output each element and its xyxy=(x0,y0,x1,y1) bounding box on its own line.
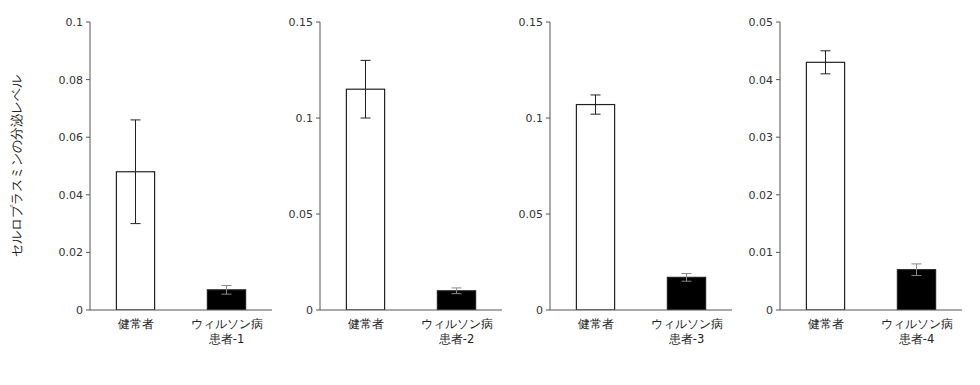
y-tick xyxy=(86,79,90,80)
y-axis xyxy=(550,22,551,310)
x-tick-label: ウィルソン病患者-4 xyxy=(881,317,953,346)
y-tick xyxy=(86,310,90,311)
error-bar xyxy=(591,95,601,114)
y-tick xyxy=(546,214,550,215)
x-tick-label: ウィルソン病患者-1 xyxy=(191,317,263,346)
x-tick-label: 健常者 xyxy=(808,317,844,331)
y-tick-label: 0 xyxy=(306,304,313,317)
y-tick-label: 0.04 xyxy=(749,74,774,87)
bar xyxy=(897,270,935,310)
bar xyxy=(346,89,384,310)
error-bar xyxy=(361,60,371,118)
y-tick xyxy=(86,22,90,23)
y-tick xyxy=(316,214,320,215)
y-tick-label: 0.05 xyxy=(749,16,774,29)
y-axis xyxy=(320,22,321,310)
y-tick xyxy=(776,22,780,23)
x-axis xyxy=(780,310,962,311)
bar xyxy=(667,277,705,310)
y-tick-label: 0.05 xyxy=(289,208,314,221)
y-tick-label: 0.1 xyxy=(66,16,84,29)
y-tick xyxy=(546,22,550,23)
bar xyxy=(437,291,475,310)
y-tick xyxy=(776,310,780,311)
y-tick xyxy=(776,252,780,253)
chart: 0 0.02 0.04 0.06 0.08 0.1 健常者 ウィルソン病患者-1 セルロプラスミ… xyxy=(0,0,980,385)
y-tick xyxy=(316,310,320,311)
y-tick-label: 0.05 xyxy=(519,208,544,221)
y-tick xyxy=(316,22,320,23)
bar xyxy=(806,62,844,310)
bars xyxy=(576,95,705,310)
y-tick xyxy=(776,137,780,138)
x-axis xyxy=(320,310,502,311)
bars xyxy=(116,120,245,310)
panel: 0 0.05 0.1 0.15 健常者 ウィルソン病患者-2 xyxy=(289,16,503,346)
x-tick-label: ウィルソン病患者-2 xyxy=(421,317,493,346)
y-tick-label: 0.03 xyxy=(749,131,774,144)
y-tick-label: 0.06 xyxy=(59,131,84,144)
error-bar xyxy=(222,286,232,295)
error-bar xyxy=(131,120,141,224)
panel: 0 0.02 0.04 0.06 0.08 0.1 健常者 ウィルソン病患者-1 xyxy=(59,16,273,346)
y-tick-label: 0.02 xyxy=(749,189,774,202)
y-tick xyxy=(86,194,90,195)
y-tick xyxy=(546,310,550,311)
y-tick-label: 0.04 xyxy=(59,189,84,202)
y-axis xyxy=(780,22,781,310)
x-tick-label: 健常者 xyxy=(118,317,154,331)
panel: 0 0.05 0.1 0.15 健常者 ウィルソン病患者-3 xyxy=(519,16,733,346)
panel: 0 0.01 0.02 0.03 0.04 0.05 健常者 ウィルソン病患者-4 xyxy=(749,16,963,346)
y-tick-label: 0.08 xyxy=(59,74,84,87)
error-bar xyxy=(682,274,692,282)
error-bar xyxy=(452,288,462,294)
y-tick-label: 0.01 xyxy=(749,246,774,259)
x-axis xyxy=(90,310,272,311)
x-tick-label: 健常者 xyxy=(578,317,614,331)
y-tick xyxy=(86,252,90,253)
y-tick-label: 0.1 xyxy=(296,112,314,125)
y-tick xyxy=(776,194,780,195)
y-tick-label: 0 xyxy=(766,304,773,317)
x-tick-label: 健常者 xyxy=(348,317,384,331)
y-tick-label: 0 xyxy=(536,304,543,317)
y-tick-label: 0.15 xyxy=(289,16,314,29)
y-tick xyxy=(86,137,90,138)
bars xyxy=(346,60,475,310)
y-tick-label: 0.02 xyxy=(59,246,84,259)
y-axis-label: セルロプラスミンの分泌レベル xyxy=(9,75,24,257)
y-tick xyxy=(776,79,780,80)
bar xyxy=(576,105,614,310)
error-bar xyxy=(821,51,831,74)
y-axis xyxy=(90,22,91,310)
y-tick xyxy=(546,118,550,119)
x-axis xyxy=(550,310,732,311)
y-tick-label: 0 xyxy=(76,304,83,317)
bars xyxy=(806,51,935,310)
y-tick xyxy=(316,118,320,119)
y-tick-label: 0.1 xyxy=(526,112,544,125)
error-bar xyxy=(912,264,922,276)
y-tick-label: 0.15 xyxy=(519,16,544,29)
x-tick-label: ウィルソン病患者-3 xyxy=(651,317,723,346)
